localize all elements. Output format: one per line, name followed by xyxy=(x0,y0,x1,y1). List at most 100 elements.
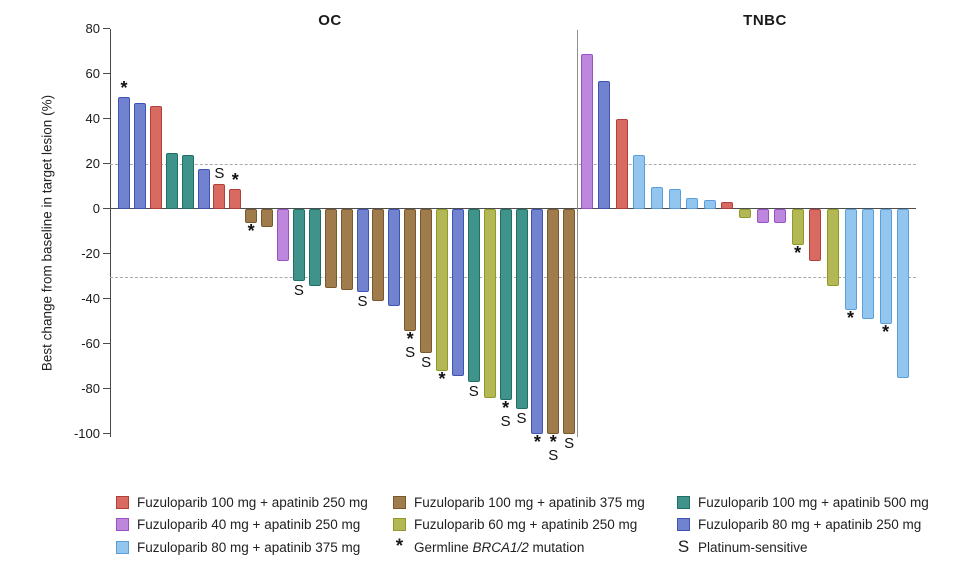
bar-oc-1 xyxy=(118,96,130,209)
panel-title-tnbc: TNBC xyxy=(743,12,787,29)
y-axis-line xyxy=(110,29,111,437)
legend-swatch-royal xyxy=(677,518,690,531)
bar-annotation: S xyxy=(511,411,533,426)
bar-annotation: * S xyxy=(495,399,517,431)
legend-item: Fuzuloparib 100 mg + apatinib 500 mg xyxy=(677,494,929,510)
bar-oc-6 xyxy=(197,168,210,209)
bar-oc-22 xyxy=(451,209,464,376)
bar-oc-24 xyxy=(483,209,496,398)
bar-annotation: * xyxy=(240,220,262,241)
bar-oc-27 xyxy=(531,209,544,434)
y-tick xyxy=(103,343,110,345)
platinum-sensitive-marker: S xyxy=(293,282,304,299)
bar-tnbc-8 xyxy=(703,200,716,209)
bar-annotation: S xyxy=(208,166,230,181)
brca-mutation-marker: * xyxy=(231,169,239,190)
legend-label: Fuzuloparib 60 mg + apatinib 250 mg xyxy=(414,517,638,532)
legend-swatch-purple xyxy=(116,518,129,531)
y-tick xyxy=(103,253,110,255)
bar-annotation: S xyxy=(558,436,580,451)
legend-item: Fuzuloparib 40 mg + apatinib 250 mg xyxy=(116,517,368,533)
brca-mutation-marker: * xyxy=(549,432,557,452)
bar-annotation: * xyxy=(875,321,897,342)
bar-annotation: S xyxy=(463,384,485,399)
bar-tnbc-10 xyxy=(738,209,751,218)
bar-tnbc-2 xyxy=(598,80,611,209)
legend-swatch-brown xyxy=(393,495,406,509)
bar-tnbc-19 xyxy=(897,209,910,378)
legend-item: Fuzuloparib 100 mg + apatinib 250 mg xyxy=(116,494,368,510)
bar-annotation: S xyxy=(288,283,310,298)
bar-oc-23 xyxy=(467,209,480,383)
brca-mutation-marker: * xyxy=(247,220,255,241)
legend-label: Fuzuloparib 80 mg + apatinib 375 mg xyxy=(137,539,361,555)
bar-oc-17 xyxy=(372,209,385,302)
panel-title-oc: OC xyxy=(318,12,342,29)
y-tick xyxy=(103,73,110,75)
platinum-sensitive-marker: S xyxy=(357,293,368,311)
bar-oc-11 xyxy=(277,209,289,261)
platinum-sensitive-marker: S xyxy=(214,165,225,183)
bar-oc-28 xyxy=(547,209,560,434)
bar-tnbc-16 xyxy=(844,209,857,311)
y-tick-label: -40 xyxy=(81,291,100,306)
brca-mutation-marker: * xyxy=(882,321,890,342)
legend-label: Fuzuloparib 40 mg + apatinib 250 mg xyxy=(137,517,361,532)
bar-annotation: * xyxy=(113,79,135,97)
legend-item: Fuzuloparib 80 mg + apatinib 250 mg xyxy=(677,517,929,533)
y-tick-label: -80 xyxy=(81,381,100,396)
y-tick-label: 0 xyxy=(92,201,100,216)
bar-tnbc-4 xyxy=(633,155,646,209)
legend-item: * Germline BRCA1/2 mutation xyxy=(393,536,645,557)
y-tick-label: -100 xyxy=(73,426,100,441)
y-tick-label: 80 xyxy=(85,21,100,36)
bar-oc-5 xyxy=(181,155,194,209)
legend-label: Fuzuloparib 100 mg + apatinib 250 mg xyxy=(137,494,368,510)
legend-column: Fuzuloparib 100 mg + apatinib 500 mg Fuzu… xyxy=(677,494,929,562)
bar-oc-18 xyxy=(388,209,401,306)
bar-tnbc-11 xyxy=(756,209,769,223)
bar-tnbc-6 xyxy=(668,188,681,209)
platinum-sensitive-marker: S xyxy=(564,435,575,452)
bar-oc-21 xyxy=(436,209,448,371)
brca-mutation-marker: * xyxy=(438,369,446,389)
bar-annotation: * xyxy=(431,369,453,389)
ref-line--30 xyxy=(110,276,916,278)
legend-column: Fuzuloparib 100 mg + apatinib 250 mg Fuzu… xyxy=(116,494,368,562)
bar-oc-12 xyxy=(292,209,305,281)
bar-tnbc-1 xyxy=(580,53,593,209)
y-tick xyxy=(103,208,110,210)
bar-tnbc-9 xyxy=(721,202,734,209)
y-tick xyxy=(103,298,110,300)
bar-tnbc-17 xyxy=(862,209,875,320)
bar-annotation: * xyxy=(787,244,809,262)
bar-tnbc-15 xyxy=(826,209,839,286)
platinum-sensitive-marker: S xyxy=(516,410,527,428)
legend-label: Fuzuloparib 80 mg + apatinib 250 mg xyxy=(698,517,922,532)
legend-item: Fuzuloparib 60 mg + apatinib 250 mg xyxy=(393,517,645,533)
legend-swatch-teal xyxy=(677,495,690,509)
brca-mutation-marker: * xyxy=(533,432,541,452)
platinum-sensitive-marker: S xyxy=(500,413,511,431)
y-axis-title: Best change from baseline in target lesi… xyxy=(39,94,55,372)
bar-oc-7 xyxy=(213,184,226,209)
legend-column: Fuzuloparib 100 mg + apatinib 375 mg Fuzu… xyxy=(393,494,645,562)
bar-annotation: S xyxy=(415,355,437,370)
legend-label: Germline BRCA1/2 mutation xyxy=(414,539,585,555)
platinum-symbol: S xyxy=(677,537,690,556)
y-tick-label: 40 xyxy=(85,111,100,126)
bar-tnbc-7 xyxy=(686,197,699,209)
bar-oc-14 xyxy=(324,209,337,288)
bar-tnbc-5 xyxy=(650,186,663,209)
legend-label: Fuzuloparib 100 mg + apatinib 500 mg xyxy=(698,494,929,510)
bar-oc-3 xyxy=(149,105,162,209)
bar-oc-20 xyxy=(420,209,433,353)
y-tick xyxy=(103,388,110,390)
bar-tnbc-12 xyxy=(774,209,787,223)
platinum-sensitive-marker: S xyxy=(421,354,432,371)
bar-annotation: S xyxy=(352,294,374,309)
bar-annotation: * S xyxy=(542,432,564,463)
bar-oc-26 xyxy=(515,209,528,410)
brca-symbol: * xyxy=(395,536,404,557)
